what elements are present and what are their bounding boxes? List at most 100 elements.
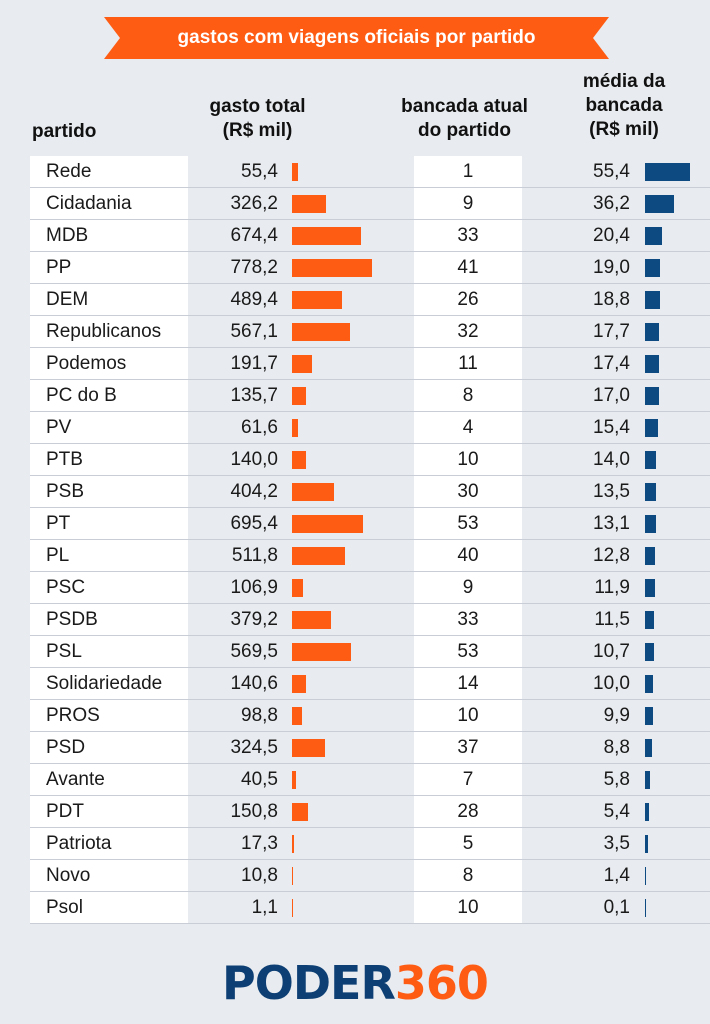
media-bancada-value: 11,9 xyxy=(594,576,630,598)
bancada-value: 10 xyxy=(414,700,522,731)
gasto-bar-cell xyxy=(292,732,392,763)
gasto-bar-cell xyxy=(292,316,392,347)
gasto-bar-cell xyxy=(292,892,392,923)
gasto-bar xyxy=(292,834,294,853)
party-name: PSD xyxy=(30,732,188,763)
media-bar-cell xyxy=(645,380,705,411)
media-bancada-value: 55,4 xyxy=(593,160,630,182)
bancada-value: 32 xyxy=(414,316,522,347)
gasto-bar xyxy=(292,386,306,405)
gasto-total-value: 695,4 xyxy=(230,512,278,534)
media-bancada-value: 18,8 xyxy=(593,288,630,310)
bancada-value: 9 xyxy=(414,572,522,603)
table-row: PT 695,4 53 13,1 xyxy=(0,508,710,540)
gasto-bar-cell xyxy=(292,444,392,475)
party-name: PROS xyxy=(30,700,188,731)
media-bancada-value: 19,0 xyxy=(593,256,630,278)
gasto-total-value: 1,1 xyxy=(251,896,278,918)
media-bancada-value: 15,4 xyxy=(593,416,630,438)
bancada-value: 53 xyxy=(414,636,522,667)
party-name: Rede xyxy=(30,156,188,187)
table-row: PSL 569,5 53 10,7 xyxy=(0,636,710,668)
title-banner: gastos com viagens oficiais por partido xyxy=(104,17,609,59)
media-bar xyxy=(645,834,648,853)
media-bancada-value: 10,0 xyxy=(593,672,630,694)
table-row: PSD 324,5 37 8,8 xyxy=(0,732,710,764)
media-bancada-value: 14,0 xyxy=(593,448,630,470)
gasto-total-value: 150,8 xyxy=(230,800,278,822)
media-bar-cell xyxy=(645,252,705,283)
gasto-bar xyxy=(292,674,307,693)
media-bar-cell xyxy=(645,700,705,731)
party-name: Cidadania xyxy=(30,188,188,219)
media-bar xyxy=(645,418,658,437)
header-gasto-line1: gasto total xyxy=(209,96,306,117)
table-row: PROS 98,8 10 9,9 xyxy=(0,700,710,732)
table-row: Cidadania 326,2 9 36,2 xyxy=(0,188,710,220)
bancada-value: 41 xyxy=(414,252,522,283)
bancada-value: 30 xyxy=(414,476,522,507)
party-name: PSDB xyxy=(30,604,188,635)
gasto-total-value: 567,1 xyxy=(230,320,278,342)
gasto-total-value: 140,0 xyxy=(230,448,278,470)
bancada-value: 7 xyxy=(414,764,522,795)
table-row: PP 778,2 41 19,0 xyxy=(0,252,710,284)
table-row: PTB 140,0 10 14,0 xyxy=(0,444,710,476)
gasto-bar xyxy=(292,898,293,917)
media-bar xyxy=(645,802,650,821)
media-bancada-value: 13,1 xyxy=(593,512,630,534)
gasto-bar-cell xyxy=(292,412,392,443)
header-bancada: bancada atual do partido xyxy=(392,95,537,143)
party-name: PTB xyxy=(30,444,188,475)
table-row: Patriota 17,3 5 3,5 xyxy=(0,828,710,860)
party-name: PL xyxy=(30,540,188,571)
gasto-bar-cell xyxy=(292,284,392,315)
header-media-line3: (R$ mil) xyxy=(589,119,659,140)
media-bancada-value: 10,7 xyxy=(593,640,630,662)
gasto-bar xyxy=(292,866,294,885)
party-name: Avante xyxy=(30,764,188,795)
gasto-bar-cell xyxy=(292,220,392,251)
gasto-bar xyxy=(292,482,334,501)
media-bancada-value: 17,4 xyxy=(593,352,630,374)
media-bar xyxy=(645,674,654,693)
gasto-bar-cell xyxy=(292,476,392,507)
gasto-bar-cell xyxy=(292,764,392,795)
gasto-total-value: 140,6 xyxy=(230,672,278,694)
gasto-total-value: 379,2 xyxy=(230,608,278,630)
poder360-logo: PODER 360 xyxy=(0,956,710,1010)
bancada-value: 10 xyxy=(414,444,522,475)
media-bar-cell xyxy=(645,636,705,667)
header-media-line2: bancada xyxy=(585,95,663,116)
media-bar xyxy=(645,578,655,597)
gasto-total-value: 324,5 xyxy=(230,736,278,758)
party-name: PSC xyxy=(30,572,188,603)
gasto-bar-cell xyxy=(292,508,392,539)
gasto-bar xyxy=(292,322,351,341)
gasto-bar xyxy=(292,546,345,565)
media-bar xyxy=(645,546,656,565)
bancada-value: 33 xyxy=(414,604,522,635)
bancada-value: 11 xyxy=(414,348,522,379)
gasto-bar-cell xyxy=(292,796,392,827)
gasto-total-value: 778,2 xyxy=(230,256,278,278)
media-bar xyxy=(645,450,657,469)
bancada-value: 10 xyxy=(414,892,522,923)
gasto-bar-cell xyxy=(292,604,392,635)
gasto-total-value: 106,9 xyxy=(230,576,278,598)
gasto-bar-cell xyxy=(292,380,392,411)
gasto-bar xyxy=(292,610,331,629)
bancada-value: 14 xyxy=(414,668,522,699)
party-name: PV xyxy=(30,412,188,443)
gasto-bar xyxy=(292,194,326,213)
header-gasto-total: gasto total (R$ mil) xyxy=(190,95,325,143)
media-bancada-value: 0,1 xyxy=(603,896,630,918)
bancada-value: 37 xyxy=(414,732,522,763)
party-name: DEM xyxy=(30,284,188,315)
header-media: média da bancada (R$ mil) xyxy=(568,70,680,142)
media-bar-cell xyxy=(645,604,705,635)
gasto-bar xyxy=(292,258,372,277)
media-bar-cell xyxy=(645,316,705,347)
party-name: PC do B xyxy=(30,380,188,411)
media-bar xyxy=(645,194,675,213)
